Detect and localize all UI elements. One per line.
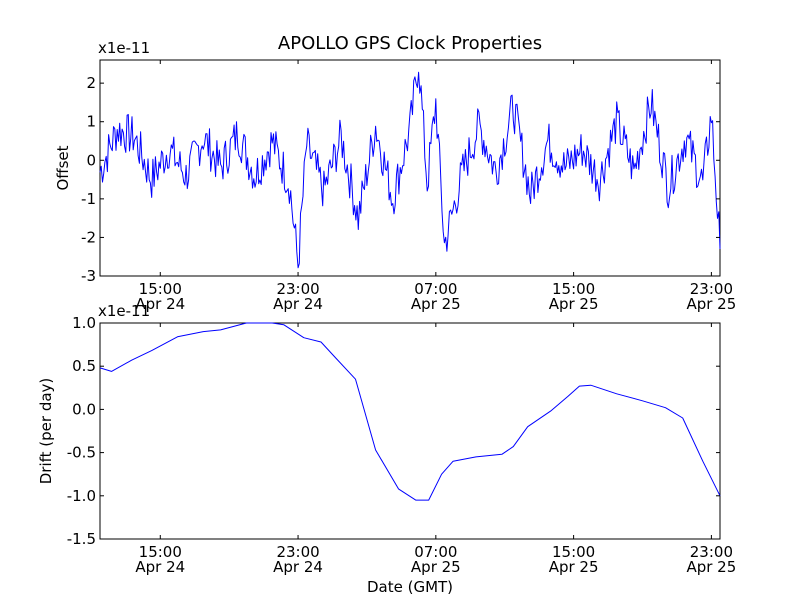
offset-xtick-time-label: 15:00 — [552, 280, 595, 298]
offset-xtick-time-label: 23:00 — [276, 280, 319, 298]
drift-y-axis-label: Drift (per day) — [37, 378, 55, 485]
offset-scale-label: x1e-11 — [98, 39, 150, 57]
offset-ytick-label: 2 — [86, 74, 96, 92]
drift-x-axis-label: Date (GMT) — [367, 578, 453, 596]
drift-scale-label: x1e-11 — [98, 302, 150, 320]
chart-title: APOLLO GPS Clock Properties — [278, 33, 542, 54]
drift-ytick-label: 1.0 — [72, 314, 96, 332]
offset-xtick-time-label: 15:00 — [139, 280, 182, 298]
offset-ytick-label: -1 — [81, 190, 96, 208]
drift-xtick-date-label: Apr 25 — [411, 558, 461, 576]
drift-xtick-date-label: Apr 24 — [273, 558, 323, 576]
drift-ytick-label: -1.0 — [67, 487, 96, 505]
offset-series-line — [99, 71, 721, 269]
drift-xtick-time-label: 23:00 — [690, 543, 733, 561]
drift-plot-area — [99, 322, 721, 540]
drift-xtick-date-label: Apr 25 — [686, 558, 736, 576]
offset-xtick-time-label: 23:00 — [690, 280, 733, 298]
drift-series-line — [99, 322, 721, 501]
offset-ytick-label: -3 — [81, 267, 96, 285]
offset-xtick-date-label: Apr 24 — [273, 295, 323, 313]
offset-xtick-date-label: Apr 25 — [411, 295, 461, 313]
drift-xtick-date-label: Apr 24 — [135, 558, 185, 576]
offset-xtick-date-label: Apr 25 — [549, 295, 599, 313]
offset-xtick-date-label: Apr 24 — [135, 295, 185, 313]
offset-ytick-label: 0 — [86, 151, 96, 169]
offset-ytick-label: -2 — [81, 228, 96, 246]
offset-xtick-time-label: 07:00 — [414, 280, 457, 298]
offset-xtick-date-label: Apr 25 — [686, 295, 736, 313]
offset-plot-area — [99, 59, 721, 277]
drift-xtick-time-label: 07:00 — [414, 543, 457, 561]
drift-xtick-time-label: 15:00 — [139, 543, 182, 561]
drift-ytick-label: 0.0 — [72, 400, 96, 418]
drift-xtick-time-label: 23:00 — [276, 543, 319, 561]
drift-ytick-label: -0.5 — [67, 444, 96, 462]
drift-xtick-date-label: Apr 25 — [549, 558, 599, 576]
offset-y-axis-label: Offset — [54, 145, 72, 190]
offset-ytick-label: 1 — [86, 113, 96, 131]
drift-xtick-time-label: 15:00 — [552, 543, 595, 561]
drift-ytick-label: 0.5 — [72, 357, 96, 375]
drift-ytick-label: -1.5 — [67, 530, 96, 548]
